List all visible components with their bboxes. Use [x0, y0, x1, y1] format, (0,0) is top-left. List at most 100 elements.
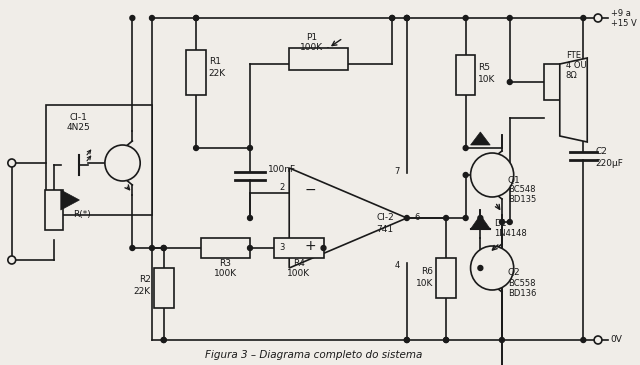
Circle shape: [161, 338, 166, 342]
Text: D1: D1: [494, 219, 507, 227]
Text: 741: 741: [377, 224, 394, 234]
Polygon shape: [470, 132, 490, 145]
Text: R3: R3: [220, 260, 232, 269]
Circle shape: [404, 338, 410, 342]
Text: BD135: BD135: [508, 196, 536, 204]
Circle shape: [404, 15, 410, 20]
Circle shape: [470, 153, 514, 197]
Circle shape: [499, 219, 504, 224]
Text: 22K: 22K: [209, 69, 226, 78]
Circle shape: [248, 246, 252, 250]
Circle shape: [463, 146, 468, 150]
Text: R4: R4: [293, 260, 305, 269]
Text: R2: R2: [139, 276, 151, 284]
Circle shape: [594, 14, 602, 22]
Circle shape: [444, 215, 449, 220]
Circle shape: [161, 246, 166, 250]
Text: Q1: Q1: [508, 176, 520, 184]
Text: CI-1: CI-1: [70, 112, 88, 122]
Circle shape: [499, 338, 504, 342]
Text: R1: R1: [209, 58, 221, 66]
Circle shape: [248, 215, 252, 220]
Text: 3: 3: [279, 243, 284, 253]
Text: P1: P1: [306, 34, 317, 42]
Bar: [436, 258, 456, 298]
Text: +9 a: +9 a: [611, 8, 630, 18]
Polygon shape: [61, 190, 79, 210]
Text: Q2: Q2: [508, 269, 520, 277]
Circle shape: [581, 338, 586, 342]
Text: 0V: 0V: [611, 335, 623, 345]
Text: 10K: 10K: [479, 76, 496, 85]
Circle shape: [463, 15, 468, 20]
Circle shape: [444, 338, 449, 342]
Text: Figura 3 – Diagrama completo do sistema: Figura 3 – Diagrama completo do sistema: [205, 350, 422, 360]
Circle shape: [161, 246, 166, 250]
Circle shape: [404, 338, 410, 342]
Circle shape: [508, 219, 512, 224]
Text: BC548: BC548: [508, 185, 535, 195]
Bar: [45, 190, 63, 230]
Text: 100K: 100K: [214, 269, 237, 278]
Circle shape: [470, 246, 514, 290]
Text: C2: C2: [595, 147, 607, 157]
Text: 4: 4: [394, 261, 399, 269]
Circle shape: [130, 246, 135, 250]
Circle shape: [8, 256, 16, 264]
Text: 7: 7: [394, 166, 400, 176]
Circle shape: [194, 146, 198, 150]
Circle shape: [130, 15, 135, 20]
Circle shape: [404, 15, 410, 20]
Text: 6: 6: [415, 214, 420, 223]
Text: 4 OU: 4 OU: [566, 61, 586, 70]
Text: 2: 2: [279, 184, 284, 192]
Text: BD136: BD136: [508, 288, 536, 297]
Polygon shape: [560, 58, 588, 142]
Circle shape: [478, 215, 483, 220]
Text: 1N4148: 1N4148: [494, 228, 527, 238]
Circle shape: [404, 215, 410, 220]
Circle shape: [8, 159, 16, 167]
Bar: [46, 105, 152, 215]
Bar: [154, 268, 173, 308]
Circle shape: [194, 15, 198, 20]
Circle shape: [321, 246, 326, 250]
Circle shape: [478, 265, 483, 270]
Text: BC558: BC558: [508, 278, 535, 288]
Text: CI-2: CI-2: [376, 214, 394, 223]
Circle shape: [404, 15, 410, 20]
Circle shape: [508, 15, 512, 20]
Circle shape: [150, 15, 154, 20]
Circle shape: [463, 215, 468, 220]
Circle shape: [390, 15, 395, 20]
Text: 100K: 100K: [300, 43, 323, 53]
Text: 22K: 22K: [134, 288, 151, 296]
Text: 100K: 100K: [287, 269, 310, 278]
Circle shape: [390, 15, 395, 20]
Circle shape: [444, 338, 449, 342]
Circle shape: [150, 246, 154, 250]
Circle shape: [105, 145, 140, 181]
Circle shape: [581, 15, 586, 20]
Text: R6: R6: [421, 268, 433, 277]
Circle shape: [161, 338, 166, 342]
Text: 8Ω: 8Ω: [566, 72, 577, 81]
Polygon shape: [289, 168, 407, 268]
Text: 100nF: 100nF: [268, 165, 296, 174]
Bar: [544, 64, 560, 100]
Bar: [456, 55, 476, 95]
Circle shape: [508, 80, 512, 85]
Text: R5: R5: [479, 64, 490, 73]
Circle shape: [594, 336, 602, 344]
Text: 4N25: 4N25: [67, 123, 90, 131]
Bar: [186, 50, 206, 95]
Text: R(*): R(*): [74, 211, 92, 219]
Text: +15 V: +15 V: [611, 19, 637, 28]
Circle shape: [248, 146, 252, 150]
Bar: [289, 48, 348, 70]
Circle shape: [194, 15, 198, 20]
Text: +: +: [305, 239, 317, 253]
Polygon shape: [470, 215, 490, 229]
Bar: [201, 238, 250, 258]
Bar: [275, 238, 323, 258]
